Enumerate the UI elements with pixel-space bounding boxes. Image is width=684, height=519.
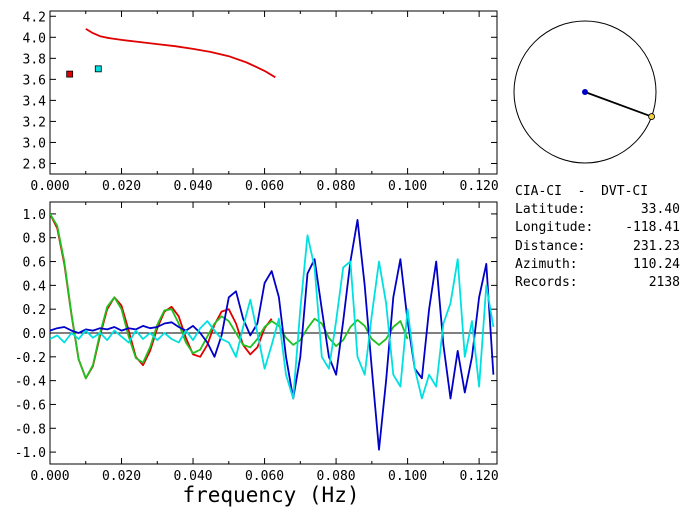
y-tick-label: -0.8 (15, 422, 46, 437)
x-tick-label: 0.100 (388, 179, 427, 194)
correlation-plot: 0.000 0.020 0.040 0.060 0.080 0.100 0.120 1.0 0.… (15, 201, 499, 484)
station-pair-label: CIA-CI - DVT-CI (515, 184, 649, 199)
y-tick-label: -1.0 (15, 446, 46, 461)
y-tick-label: -0.4 (15, 375, 46, 390)
info-label: Longitude: (515, 220, 594, 236)
info-label: Records: (515, 275, 578, 291)
y-tick-label: 3.4 (23, 94, 47, 109)
dispersion-plot: 0.000 0.020 0.040 0.060 0.080 0.100 0.120 2.8 3.… (23, 10, 499, 194)
info-value: 33.40 (640, 202, 680, 217)
x-tick-label: 0.080 (317, 469, 356, 484)
info-value: 231.23 (633, 238, 680, 254)
y-tick-label: -0.6 (15, 398, 46, 413)
y-tick-label: 0.2 (23, 303, 46, 318)
series-line-3 (50, 234, 495, 400)
x-tick-label: 0.080 (317, 179, 356, 194)
info-row: Records: 2138 (515, 275, 680, 293)
info-value: -118.41 (625, 220, 680, 236)
info-row: Azimuth: 110.24 (515, 257, 680, 275)
y-tick-label: 2.8 (23, 157, 46, 172)
center-station-marker (582, 89, 588, 95)
x-tick-label: 0.000 (30, 469, 69, 484)
x-tick-label: 0.020 (102, 179, 141, 194)
info-value: 110.24 (633, 256, 680, 272)
y-tick-label: 0.0 (23, 327, 46, 342)
x-tick-label: 0.120 (460, 179, 499, 194)
x-tick-label: 0.060 (245, 469, 284, 484)
data-point-marker (94, 65, 102, 73)
y-tick-label: 0.4 (23, 279, 47, 294)
series-line-1 (50, 213, 409, 380)
info-label: Distance: (515, 238, 586, 254)
azimuth-circle-plot (513, 20, 657, 164)
y-tick-label: 3.0 (23, 136, 46, 151)
x-tick-label: 0.120 (460, 469, 499, 484)
x-tick-label: 0.040 (173, 469, 212, 484)
x-tick-label: 0.020 (102, 469, 141, 484)
x-axis-label: frequency (Hz) (182, 483, 359, 507)
x-tick-label: 0.000 (30, 179, 69, 194)
remote-station-marker (648, 113, 656, 120)
azimuth-line (584, 91, 652, 118)
info-label: Latitude: (515, 202, 586, 217)
x-tick-label: 0.100 (388, 469, 427, 484)
x-tick-label: 0.040 (173, 179, 212, 194)
plot-frame (49, 10, 498, 175)
info-row: Distance: 231.23 (515, 239, 680, 257)
y-tick-label: -0.2 (15, 351, 46, 366)
info-row: Latitude: 33.40 (515, 202, 680, 220)
y-tick-label: 4.0 (23, 31, 46, 46)
series-line-0 (85, 28, 276, 79)
y-tick-label: 3.6 (23, 73, 46, 88)
series-line-2 (50, 218, 495, 451)
y-tick-label: 3.2 (23, 115, 46, 130)
info-value: 2138 (648, 275, 680, 291)
series-line-0 (50, 213, 273, 380)
y-tick-label: 0.6 (23, 256, 46, 271)
y-tick-label: 1.0 (23, 208, 46, 223)
y-tick-label: 0.8 (23, 232, 46, 247)
info-label: Azimuth: (515, 256, 578, 272)
data-point-marker (66, 70, 74, 78)
y-tick-label: 4.2 (23, 10, 46, 25)
azimuth-circle (513, 20, 657, 164)
info-row: Longitude: -118.41 (515, 220, 680, 238)
x-tick-label: 0.060 (245, 179, 284, 194)
y-tick-label: 3.8 (23, 52, 46, 67)
